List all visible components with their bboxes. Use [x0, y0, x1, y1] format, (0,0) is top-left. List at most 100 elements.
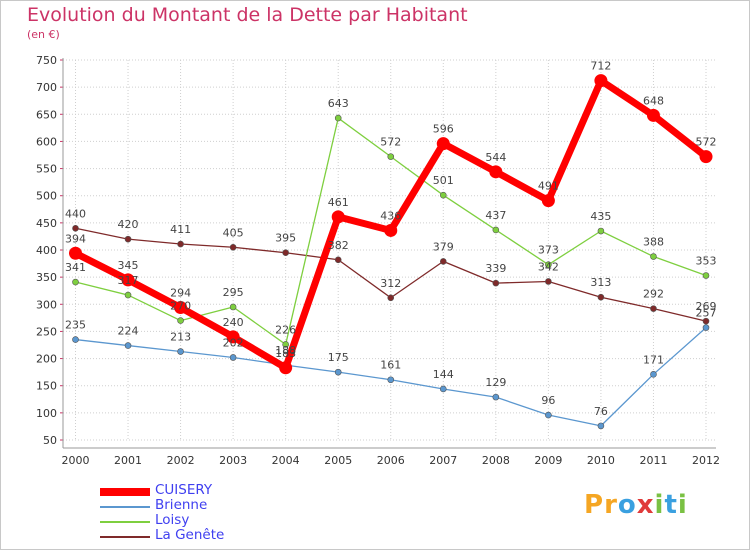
data-point-loisy [439, 191, 447, 199]
logo-letter: i [654, 490, 665, 520]
x-tick-label: 2011 [639, 454, 667, 467]
x-tick-label: 2009 [534, 454, 562, 467]
data-point-loisy [597, 227, 605, 235]
data-point-brienne [545, 411, 552, 419]
x-tick-label: 2004 [272, 454, 300, 467]
x-tick-label: 2008 [482, 454, 510, 467]
x-tick-label: 2001 [114, 454, 142, 467]
data-point-la-gen-te [650, 305, 657, 312]
data-point-la-gen-te [597, 293, 605, 301]
data-point-brienne [439, 385, 447, 393]
data-point-loisy [124, 291, 132, 299]
legend-item-loisy: Loisy [100, 512, 320, 529]
y-tick-label: 700 [36, 81, 57, 94]
logo-letter: r [604, 490, 618, 520]
data-label-cuisery: 240 [223, 316, 244, 329]
data-point-cuisery [489, 165, 503, 179]
y-tick-label: 150 [36, 380, 57, 393]
data-label-cuisery: 648 [643, 94, 664, 107]
y-tick-label: 450 [36, 217, 57, 230]
data-point-cuisery [541, 194, 555, 208]
x-tick-label: 2003 [219, 454, 247, 467]
data-point-la-gen-te [334, 256, 342, 264]
y-tick-label: 600 [36, 135, 57, 148]
data-point-cuisery [436, 137, 450, 151]
data-label-brienne: 96 [541, 394, 555, 407]
data-point-la-gen-te [492, 279, 500, 287]
logo-letter: x [636, 490, 655, 520]
data-label-cuisery: 436 [380, 209, 401, 222]
data-point-cuisery [69, 246, 82, 260]
data-label-brienne: 213 [170, 331, 191, 344]
data-point-la-gen-te [282, 249, 289, 257]
data-label-cuisery: 596 [433, 123, 454, 136]
data-point-cuisery [226, 330, 240, 344]
data-label-brienne: 171 [643, 353, 664, 366]
y-tick-label: 500 [36, 190, 57, 203]
legend-swatch [100, 505, 150, 508]
series-lines [69, 74, 713, 430]
data-point-cuisery [279, 361, 293, 375]
legend-label: CUISERY [155, 482, 213, 498]
x-tick-label: 2007 [429, 454, 457, 467]
data-point-loisy [177, 317, 184, 324]
x-tick-label: 2006 [377, 454, 405, 467]
data-label-cuisery: 572 [696, 136, 717, 149]
logo-letter: t [664, 490, 678, 520]
data-label-la-gen-te: 382 [328, 239, 349, 252]
data-point-cuisery [384, 223, 398, 237]
x-tick-label: 2005 [324, 454, 352, 467]
data-point-cuisery [174, 301, 188, 315]
data-point-loisy [650, 253, 657, 260]
legend-item-la-genete: La Genête [100, 527, 320, 544]
chart-title: Evolution du Montant de la Dette par Hab… [27, 4, 468, 26]
data-label-la-gen-te: 420 [118, 218, 139, 231]
data-label-loisy: 437 [485, 209, 506, 222]
y-tick-label: 750 [36, 54, 57, 67]
data-point-la-gen-te [72, 224, 79, 232]
y-tick-label: 350 [36, 271, 57, 284]
legend-item-brienne: Brienne [100, 497, 320, 514]
data-label-la-gen-te: 440 [65, 207, 86, 220]
data-label-cuisery: 345 [118, 259, 139, 272]
y-tick-label: 650 [36, 108, 57, 121]
data-point-loisy [387, 153, 395, 160]
legend-item-cuisery: CUISERY [100, 482, 320, 499]
data-label-la-gen-te: 411 [170, 223, 191, 236]
legend-swatch [100, 487, 150, 496]
data-label-brienne: 202 [223, 336, 244, 349]
y-tick-label: 550 [36, 163, 57, 176]
data-point-cuisery [699, 150, 713, 164]
x-tick-label: 2000 [62, 454, 90, 467]
data-label-brienne: 188 [275, 344, 296, 357]
data-label-la-gen-te: 312 [380, 277, 401, 290]
data-point-brienne [124, 342, 132, 349]
data-label-brienne: 161 [380, 359, 401, 372]
data-label-loisy: 341 [65, 261, 86, 274]
data-label-loisy: 572 [380, 136, 401, 149]
legend-label: La Genête [155, 527, 225, 543]
data-point-la-gen-te [702, 317, 710, 325]
data-label-cuisery: 294 [170, 287, 191, 300]
data-label-loisy: 435 [590, 210, 611, 223]
data-label-cuisery: 491 [538, 180, 559, 193]
data-point-brienne [334, 368, 342, 376]
data-label-la-gen-te: 269 [696, 300, 717, 313]
chart-subtitle: (en €) [27, 28, 60, 41]
data-point-loisy [282, 341, 289, 348]
data-point-brienne [597, 422, 605, 430]
data-point-loisy [702, 272, 710, 279]
logo-letter: P [584, 490, 605, 520]
data-point-cuisery [121, 273, 135, 287]
data-point-la-gen-te [124, 235, 132, 243]
y-tick-label: 400 [36, 244, 57, 257]
data-label-loisy: 501 [433, 174, 454, 187]
x-tick-label: 2010 [587, 454, 615, 467]
data-label-la-gen-te: 339 [485, 262, 506, 275]
data-point-loisy [72, 278, 79, 286]
data-label-la-gen-te: 313 [590, 276, 611, 289]
x-tick-label: 2002 [167, 454, 195, 467]
data-label-brienne: 175 [328, 351, 349, 364]
data-point-loisy [545, 261, 552, 268]
